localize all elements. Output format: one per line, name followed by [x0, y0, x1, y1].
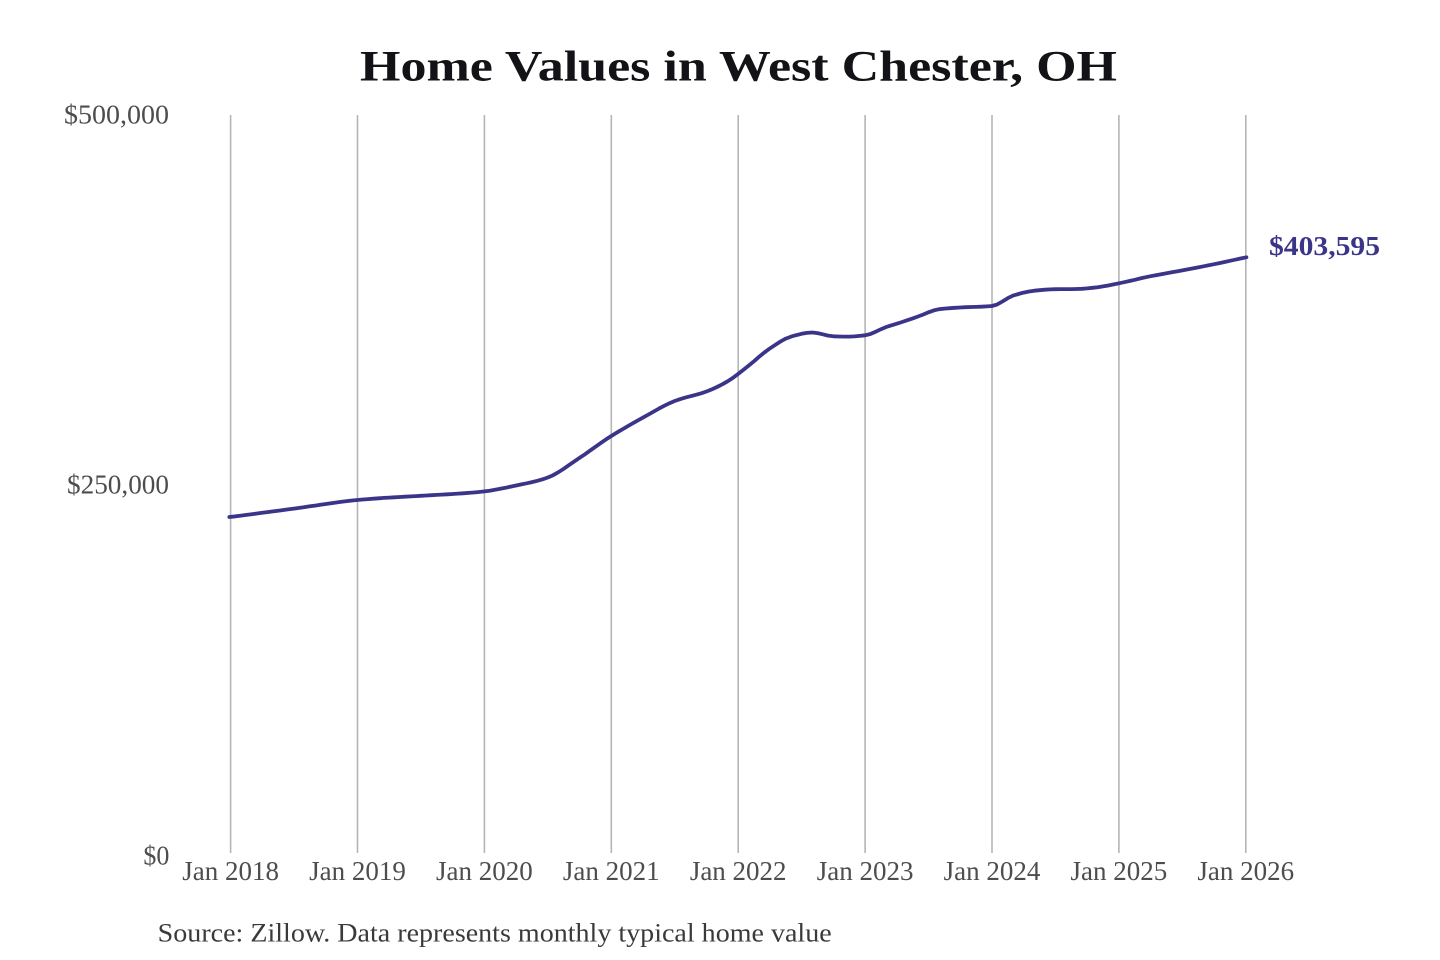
svg-text:Jan 2022: Jan 2022	[690, 856, 787, 886]
svg-text:$0: $0	[143, 840, 169, 870]
svg-text:$250,000: $250,000	[67, 470, 169, 500]
svg-text:Source: Zillow. Data represent: Source: Zillow. Data represents monthly …	[158, 919, 832, 948]
svg-text:Home Values in West Chester, O: Home Values in West Chester, OH	[360, 44, 1117, 91]
svg-text:$403,595: $403,595	[1269, 231, 1380, 261]
svg-text:Jan 2026: Jan 2026	[1197, 856, 1294, 886]
svg-text:Jan 2020: Jan 2020	[436, 856, 533, 886]
svg-text:Jan 2025: Jan 2025	[1071, 856, 1168, 886]
svg-text:$500,000: $500,000	[64, 100, 169, 130]
svg-text:Jan 2021: Jan 2021	[563, 856, 660, 886]
svg-text:Jan 2024: Jan 2024	[944, 856, 1041, 886]
svg-text:Jan 2018: Jan 2018	[182, 856, 279, 886]
svg-text:Jan 2019: Jan 2019	[309, 856, 406, 886]
svg-text:Jan 2023: Jan 2023	[817, 856, 914, 886]
